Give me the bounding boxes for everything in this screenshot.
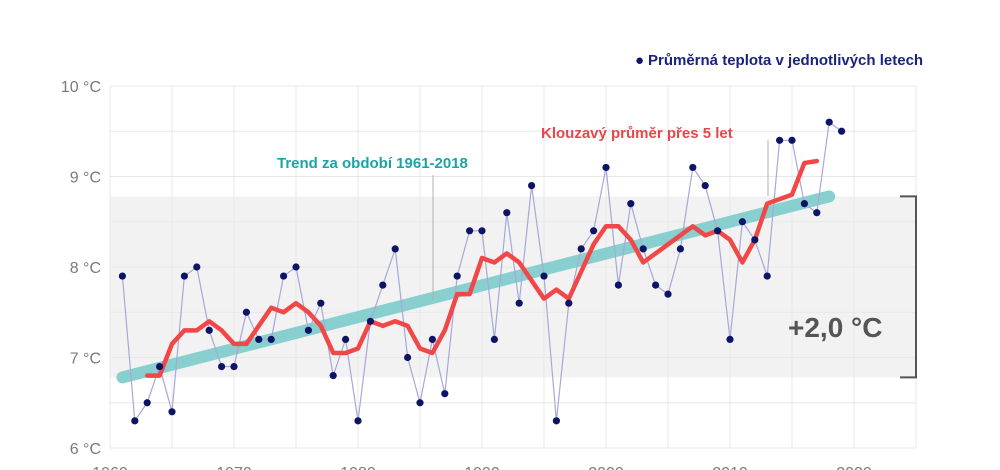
data-point <box>118 272 126 280</box>
data-point <box>242 308 250 316</box>
data-point <box>540 272 548 280</box>
data-point <box>280 272 288 280</box>
data-point <box>193 263 201 271</box>
data-point <box>838 127 846 135</box>
increase-bracket <box>900 195 917 379</box>
data-point <box>304 326 312 334</box>
data-point <box>441 390 449 398</box>
data-point <box>515 299 523 307</box>
grid <box>109 85 917 449</box>
data-point <box>255 335 263 343</box>
data-point <box>627 200 635 208</box>
data-point <box>565 299 573 307</box>
y-tick-label: 7 °C <box>70 351 101 368</box>
data-point <box>800 200 809 208</box>
y-tick-label: 8 °C <box>70 260 101 277</box>
data-point <box>218 362 226 371</box>
data-point <box>180 272 188 280</box>
x-tick-label: 2010 <box>712 465 748 470</box>
moving-average-line <box>144 158 820 378</box>
increase-label: +2,0 °C <box>788 312 882 343</box>
data-point <box>478 227 486 235</box>
data-point <box>614 281 623 289</box>
data-point <box>490 335 498 343</box>
x-tick-label: 2000 <box>588 465 624 470</box>
data-point <box>701 181 709 190</box>
data-point <box>168 408 176 416</box>
data-point <box>366 317 374 325</box>
data-point <box>763 272 771 280</box>
legend-label: Průměrná teplota v jednotlivých letech <box>648 52 923 69</box>
data-point <box>230 362 238 371</box>
data-point <box>714 227 722 235</box>
y-tick-label: 6 °C <box>70 441 101 458</box>
data-point <box>726 335 734 343</box>
data-point <box>577 245 585 253</box>
x-tick-label: 1980 <box>340 465 376 470</box>
data-point <box>788 136 796 144</box>
x-axis: 1960 1970 1980 1990 2000 2010 2020 <box>92 465 872 470</box>
data-point <box>751 236 759 244</box>
data-point <box>354 417 362 425</box>
data-point <box>267 335 275 343</box>
data-point <box>156 362 164 371</box>
legend-marker-icon: ● <box>635 52 644 69</box>
data-point <box>379 281 387 289</box>
x-tick-label: 1970 <box>216 465 252 470</box>
data-point <box>689 163 697 172</box>
data-point <box>813 209 821 217</box>
data-point <box>503 209 511 217</box>
data-point <box>391 245 399 253</box>
data-point <box>664 290 672 298</box>
data-point <box>825 118 833 126</box>
data-point <box>292 263 300 271</box>
x-tick-label: 1960 <box>92 465 128 470</box>
data-point <box>466 227 474 235</box>
y-axis: 6 °C 7 °C 8 °C 9 °C 10 °C <box>61 79 101 458</box>
data-point <box>131 417 139 425</box>
annual-temperature-points <box>118 118 846 425</box>
data-point <box>639 245 647 253</box>
data-point <box>528 181 536 190</box>
x-tick-label: 2020 <box>836 465 872 470</box>
data-point <box>205 326 213 334</box>
data-point <box>453 272 461 280</box>
data-point <box>776 136 784 144</box>
data-point <box>317 299 325 307</box>
x-tick-label: 1990 <box>464 465 500 470</box>
data-point <box>329 372 337 380</box>
data-point <box>602 163 610 172</box>
data-point <box>428 335 436 343</box>
data-point <box>738 218 747 226</box>
y-tick-label: 9 °C <box>70 170 101 187</box>
data-point <box>404 353 412 362</box>
data-point <box>416 399 424 407</box>
moving-average-label: Klouzavý průměr přes 5 let <box>541 125 733 142</box>
data-point <box>676 245 685 253</box>
data-point <box>652 281 660 289</box>
trend-label: Trend za období 1961-2018 <box>277 155 468 172</box>
data-point <box>342 335 350 343</box>
y-tick-label: 10 °C <box>61 79 101 96</box>
data-point <box>590 227 598 235</box>
data-point <box>143 399 151 407</box>
trend-line <box>116 190 836 384</box>
data-point <box>552 417 561 425</box>
